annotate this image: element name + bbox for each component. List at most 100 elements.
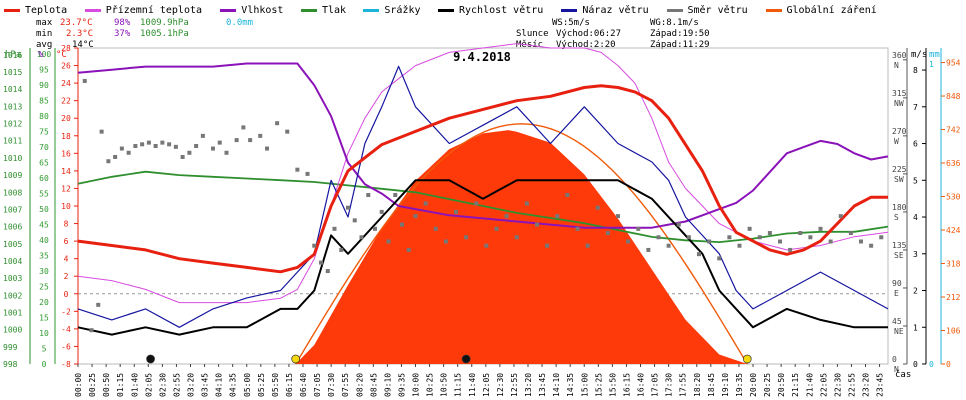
moon-marker <box>146 354 155 364</box>
wind-speed-tick-label: 6 <box>913 140 918 149</box>
stats-max-pressure: 1009.9hPa <box>140 18 189 28</box>
humidity-tick-label: 30 <box>39 267 49 276</box>
wind-direction-point <box>187 150 192 155</box>
pressure-tick-label: 1002 <box>3 291 22 300</box>
wind-direction-point <box>99 129 104 134</box>
wind-speed-tick-label: 2 <box>913 287 918 296</box>
time-tick-label: 21:40 <box>805 373 814 397</box>
time-tick-label: 17:55 <box>679 373 688 397</box>
wind-direction-point <box>393 193 398 198</box>
time-tick-label: 04:10 <box>215 373 224 397</box>
wind-direction-point <box>717 256 722 261</box>
humidity-tick-label: 60 <box>39 174 49 183</box>
rain-tick-label: 0 <box>929 360 934 369</box>
wind-direction-point <box>869 243 874 248</box>
wind-direction-point <box>666 243 671 248</box>
time-tick-label: 05:25 <box>257 373 266 397</box>
humidity-tick-label: 65 <box>39 159 49 168</box>
legend-item: Tlak <box>301 3 346 17</box>
time-tick-label: 05:50 <box>271 373 280 397</box>
humidity-tick-label: 5 <box>42 345 47 354</box>
humidity-tick-label: 20 <box>39 298 49 307</box>
pressure-tick-label: 1009 <box>3 171 22 180</box>
radiation-tick-label: 848 <box>946 92 961 101</box>
wind-direction-point <box>312 243 317 248</box>
pressure-tick-label: 1000 <box>3 326 22 335</box>
pressure-tick-label: 1010 <box>3 154 22 163</box>
wind-direction-point <box>788 247 793 252</box>
legend-label: Vlhkost <box>241 4 284 16</box>
wind-direction-point <box>423 201 428 206</box>
clear-sky-radiation-line <box>295 123 748 365</box>
wind-direction-point <box>484 243 489 248</box>
wind-direction-point <box>686 235 691 240</box>
wind-direction-point <box>96 302 101 307</box>
axis-unit-degc: °C <box>56 50 67 60</box>
wind-direction-point <box>565 193 570 198</box>
wind-dir-tick-label: 0 <box>892 355 897 364</box>
wind-direction-point <box>295 167 300 172</box>
temp-tick-label: -4 <box>61 325 71 334</box>
time-tick-label: 06:15 <box>285 373 294 397</box>
wind-gust-info: WG:8.1m/s <box>650 18 699 28</box>
legend-swatch <box>765 8 782 12</box>
wind-direction-point <box>464 235 469 240</box>
sun-marker <box>291 354 301 364</box>
temp-tick-label: 2 <box>64 272 69 281</box>
time-tick-label: 05:00 <box>243 373 252 397</box>
wind-direction-point <box>585 243 590 248</box>
legend-item: Vlhkost <box>220 3 283 17</box>
time-tick-label: 11:15 <box>454 373 463 397</box>
time-tick-label: 14:10 <box>552 373 561 397</box>
wind-direction-point <box>767 231 772 236</box>
series-temperature <box>77 84 888 274</box>
wind-direction-point <box>413 214 418 219</box>
time-tick-label: 02:55 <box>172 373 181 397</box>
humidity-tick-label: 50 <box>39 205 49 214</box>
wind-direction-point <box>153 144 158 149</box>
time-tick-label: 10:25 <box>426 373 435 397</box>
wind-direction-point <box>275 121 280 126</box>
time-tick-label: 21:15 <box>791 373 800 397</box>
time-tick-label: 12:30 <box>496 373 505 397</box>
time-tick-label: 00:50 <box>102 373 111 397</box>
series-humidity <box>77 62 889 229</box>
wind-dir-tick-label: 90 <box>892 279 902 288</box>
series-wind-gust <box>77 65 889 328</box>
wind-direction-point <box>305 171 310 176</box>
wind-direction-point <box>113 154 118 159</box>
wind-direction-point <box>373 226 377 231</box>
radiation-tick-label: 106 <box>946 327 961 336</box>
wind-direction-point <box>82 78 87 83</box>
wind-direction-point <box>646 247 651 252</box>
time-tick-label: 22:55 <box>847 373 856 397</box>
wind-direction-point <box>545 243 550 248</box>
time-tick-label: 22:30 <box>833 373 842 397</box>
wind-direction-point <box>747 226 752 231</box>
humidity-tick-label: 90 <box>39 81 49 90</box>
wind-direction-point <box>848 231 853 236</box>
temp-tick-label: 6 <box>64 237 69 246</box>
temp-tick-label: -8 <box>61 360 71 369</box>
wind-dir-compass-label: W <box>894 137 899 146</box>
wind-speed-tick-label: 0 <box>913 360 918 369</box>
wind-direction-point <box>504 214 509 219</box>
wind-speed-tick-label: 7 <box>913 103 918 112</box>
legend-label: Rychlost větru <box>459 4 544 16</box>
legend-label: Náraz větru <box>582 4 649 16</box>
wind-direction-point <box>386 239 391 244</box>
sunset: Západ:19:50 <box>650 29 710 39</box>
stats-avg-label: avg <box>36 40 53 50</box>
sunrise: Východ:06:27 <box>556 29 622 39</box>
wind-direction-point <box>194 144 199 149</box>
legend-swatch <box>363 8 380 12</box>
time-tick-label: 01:40 <box>130 373 139 397</box>
temp-tick-label: 4 <box>64 255 69 264</box>
chart-date-title: 9.4.2018 <box>453 50 511 64</box>
temp-tick-label: 8 <box>64 220 69 229</box>
time-tick-label: 00:25 <box>88 373 97 397</box>
pressure-tick-label: 1004 <box>3 257 22 266</box>
stats-min-label: min <box>36 29 53 39</box>
wind-direction-point <box>359 235 364 240</box>
wind-direction-point <box>443 239 448 244</box>
